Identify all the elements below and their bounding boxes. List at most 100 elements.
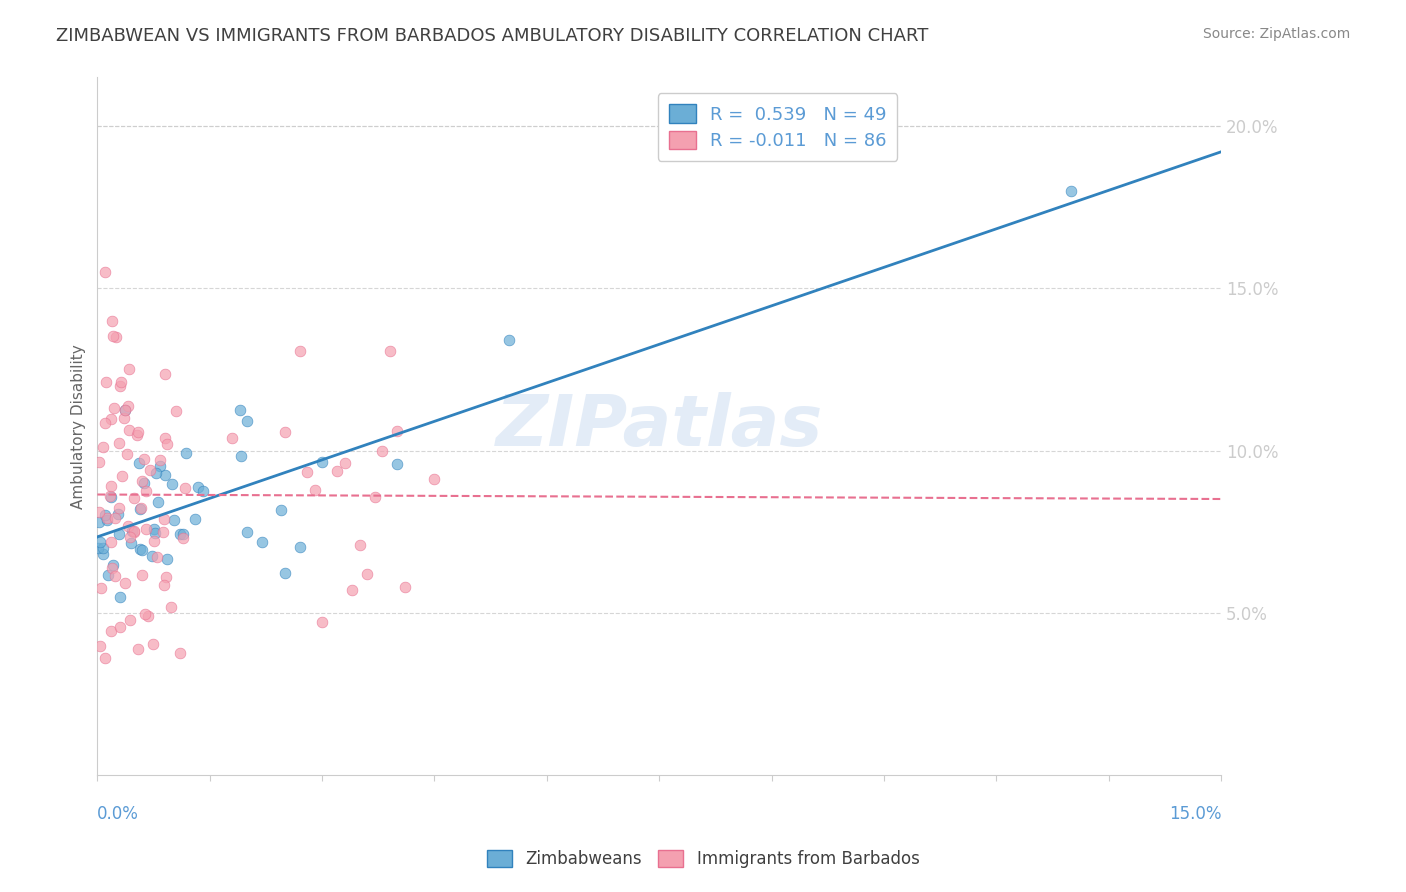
Point xyxy=(129,502,152,516)
Point xyxy=(156,437,179,451)
Point xyxy=(153,511,176,525)
Point xyxy=(100,535,122,549)
Point xyxy=(93,508,115,522)
Point xyxy=(156,551,179,566)
Point xyxy=(169,646,191,660)
Point xyxy=(86,541,108,555)
Point xyxy=(163,513,186,527)
Point xyxy=(107,436,129,450)
Point xyxy=(98,489,121,503)
Point xyxy=(159,600,181,615)
Point xyxy=(91,541,114,556)
Point xyxy=(105,330,128,344)
Point xyxy=(295,465,318,479)
Text: ZIMBABWEAN VS IMMIGRANTS FROM BARBADOS AMBULATORY DISABILITY CORRELATION CHART: ZIMBABWEAN VS IMMIGRANTS FROM BARBADOS A… xyxy=(56,27,928,45)
Point xyxy=(250,535,273,549)
Y-axis label: Ambulatory Disability: Ambulatory Disability xyxy=(72,343,86,508)
Point xyxy=(87,505,110,519)
Point xyxy=(138,609,160,624)
Point xyxy=(174,481,197,495)
Point xyxy=(273,566,295,580)
Point xyxy=(100,561,122,575)
Point xyxy=(127,425,149,439)
Point xyxy=(229,449,252,463)
Point xyxy=(423,472,446,486)
Point xyxy=(114,403,136,417)
Point xyxy=(101,558,124,572)
Point xyxy=(115,447,138,461)
Point xyxy=(94,651,117,665)
Point xyxy=(165,403,187,417)
Text: 15.0%: 15.0% xyxy=(1168,805,1222,823)
Point xyxy=(143,533,166,548)
Point xyxy=(169,526,191,541)
Point xyxy=(135,484,157,499)
Point xyxy=(104,510,127,524)
Point xyxy=(153,431,176,445)
Point xyxy=(100,490,122,504)
Point xyxy=(103,401,125,415)
Point xyxy=(112,411,135,425)
Point xyxy=(117,519,139,533)
Point xyxy=(100,412,122,426)
Point xyxy=(111,468,134,483)
Point xyxy=(121,536,143,550)
Point xyxy=(172,526,194,541)
Point xyxy=(89,640,111,654)
Point xyxy=(142,637,165,651)
Point xyxy=(120,613,142,627)
Point xyxy=(101,314,124,328)
Point xyxy=(94,265,117,279)
Point xyxy=(326,464,349,478)
Point xyxy=(191,483,214,498)
Point xyxy=(184,511,207,525)
Point xyxy=(96,510,118,524)
Point xyxy=(117,362,139,376)
Point xyxy=(149,458,172,473)
Point xyxy=(143,522,166,536)
Point xyxy=(100,624,122,639)
Legend: R =  0.539   N = 49, R = -0.011   N = 86: R = 0.539 N = 49, R = -0.011 N = 86 xyxy=(658,94,897,161)
Point xyxy=(378,343,401,358)
Point xyxy=(333,456,356,470)
Point xyxy=(311,455,333,469)
Point xyxy=(153,468,176,483)
Point xyxy=(1060,184,1083,198)
Point xyxy=(273,425,295,440)
Point xyxy=(221,431,243,445)
Text: Source: ZipAtlas.com: Source: ZipAtlas.com xyxy=(1202,27,1350,41)
Point xyxy=(139,463,162,477)
Legend: Zimbabweans, Immigrants from Barbados: Zimbabweans, Immigrants from Barbados xyxy=(479,843,927,875)
Point xyxy=(125,428,148,442)
Point xyxy=(135,522,157,536)
Point xyxy=(100,479,122,493)
Point xyxy=(141,549,163,563)
Point xyxy=(152,524,174,539)
Point xyxy=(96,513,118,527)
Point xyxy=(129,541,152,556)
Point xyxy=(90,581,112,595)
Point xyxy=(304,483,326,498)
Point xyxy=(124,525,146,540)
Point xyxy=(132,451,155,466)
Point xyxy=(340,582,363,597)
Point xyxy=(91,548,114,562)
Point xyxy=(122,491,145,506)
Point xyxy=(87,515,110,529)
Point xyxy=(110,590,132,604)
Point xyxy=(129,501,152,516)
Point xyxy=(145,467,167,481)
Point xyxy=(153,368,176,382)
Point xyxy=(385,424,408,438)
Point xyxy=(131,568,153,582)
Point xyxy=(118,530,141,544)
Point xyxy=(270,503,292,517)
Point xyxy=(228,403,250,417)
Point xyxy=(146,549,169,564)
Point xyxy=(498,333,520,347)
Point xyxy=(127,642,149,657)
Point xyxy=(117,399,139,413)
Point xyxy=(311,615,333,629)
Text: ZIPatlas: ZIPatlas xyxy=(495,392,823,460)
Point xyxy=(349,538,371,552)
